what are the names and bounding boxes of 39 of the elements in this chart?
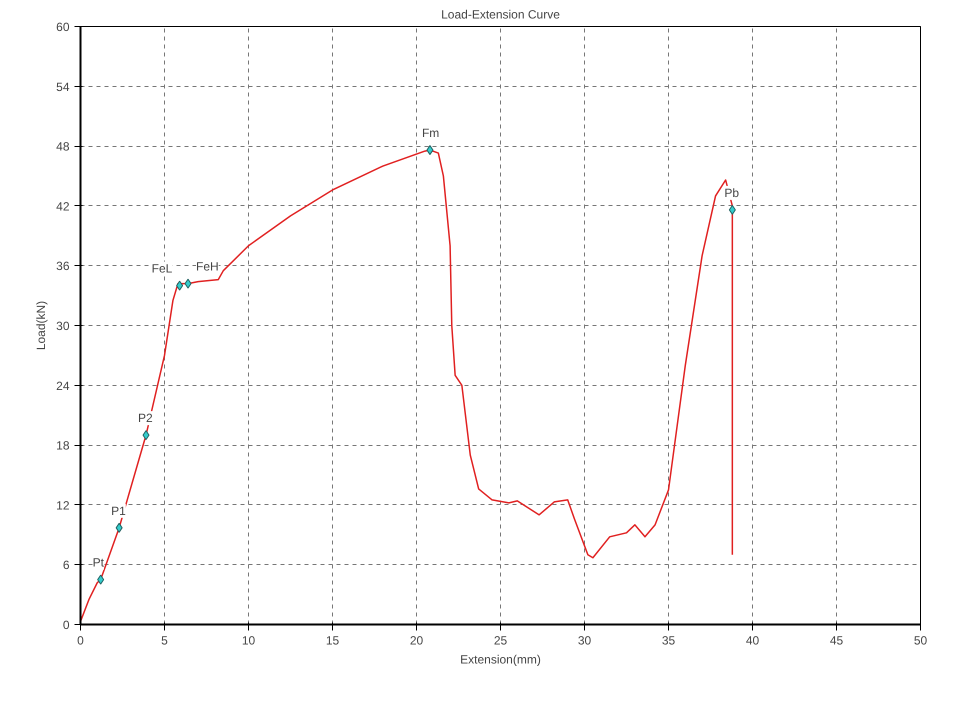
x-tick-label: 40 — [746, 634, 760, 648]
y-tick-label: 12 — [56, 498, 70, 512]
y-tick-label: 6 — [62, 558, 70, 572]
y-tick-label: 48 — [56, 140, 70, 154]
annotation: FeH — [196, 260, 219, 274]
point — [142, 430, 150, 440]
x-tick-label: 0 — [77, 634, 84, 648]
x-tick-label: 25 — [494, 634, 508, 648]
x-tick-label: 5 — [161, 634, 168, 648]
point — [184, 278, 192, 289]
y-tick-label: 42 — [56, 199, 70, 214]
y-tick-label: 30 — [56, 319, 70, 333]
x-tick-label: 45 — [830, 634, 844, 648]
x-tick-label: 50 — [914, 634, 928, 648]
point — [116, 522, 123, 533]
x-tick-label: 10 — [242, 634, 256, 648]
x-tick-label: 20 — [410, 634, 424, 648]
point — [728, 204, 736, 215]
annotation: Pt — [92, 556, 105, 570]
point — [426, 145, 434, 156]
y-tick-label: 54 — [56, 80, 70, 94]
x-tick-label: 30 — [578, 634, 592, 648]
point — [176, 280, 184, 291]
chart-title: Load-Extension Curve — [441, 8, 560, 22]
annotation: P1 — [111, 504, 126, 518]
point — [97, 574, 104, 585]
y-tick-label: 18 — [56, 438, 70, 453]
x-tick-label: 35 — [662, 634, 676, 648]
annotation: Fm — [422, 126, 440, 140]
x-axis-title: Extension(mm) — [460, 652, 541, 666]
y-tick-label: 24 — [56, 378, 70, 393]
y-tick-label: 36 — [56, 259, 70, 274]
y-tick-label: 0 — [62, 618, 70, 632]
y-tick-label: 60 — [56, 20, 70, 34]
x-tick-label: 15 — [326, 634, 340, 648]
annotation: FeL — [152, 262, 173, 276]
annotation: Pb — [724, 186, 740, 200]
y-axis-title: Load(kN) — [34, 300, 48, 350]
annotation: P2 — [138, 411, 154, 426]
